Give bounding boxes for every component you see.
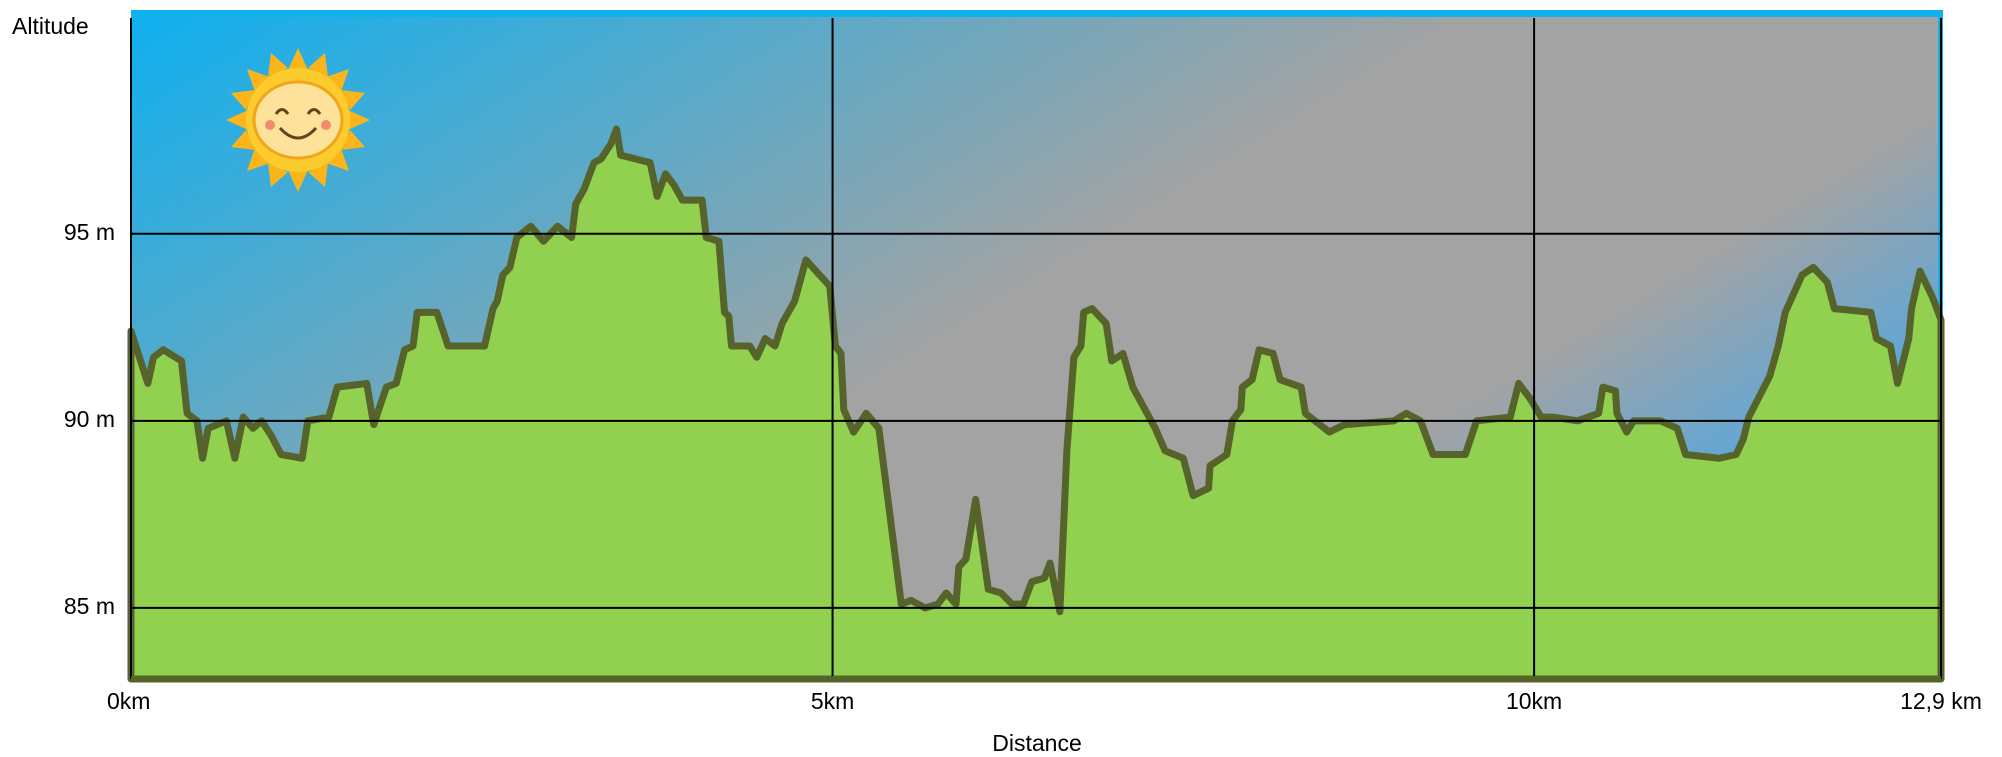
y-axis-title: Altitude — [12, 13, 89, 39]
area — [127, 125, 1945, 683]
x-tick-label: 12,9 km — [1900, 688, 1982, 714]
x-tick-label: 10km — [1506, 688, 1562, 714]
x-tick-label: 0km — [107, 688, 150, 714]
y-tick-label: 95 m — [64, 219, 115, 245]
y-tick-label: 90 m — [64, 406, 115, 432]
x-axis-title: Distance — [992, 730, 1081, 756]
sun — [226, 48, 370, 192]
x-tick-label: 5km — [811, 688, 854, 714]
y-tick-label: 85 m — [64, 593, 115, 619]
top-border — [131, 10, 1943, 17]
